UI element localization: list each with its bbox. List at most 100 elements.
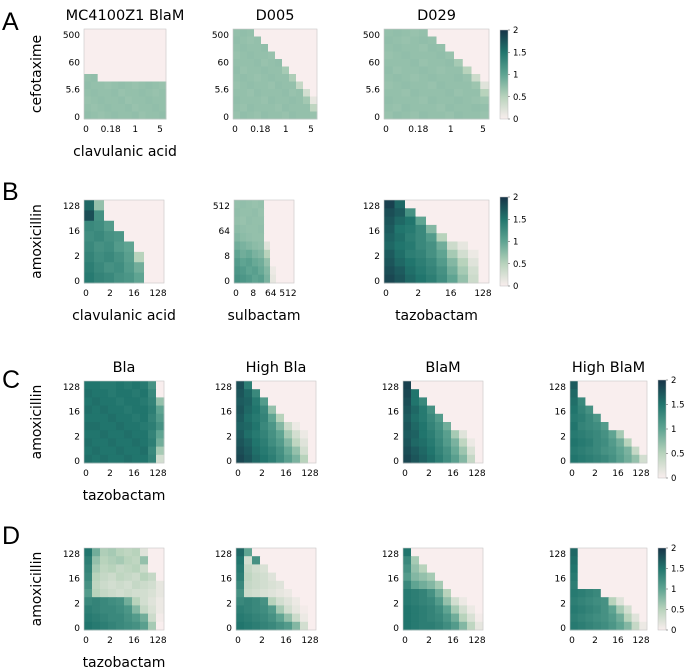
heatmap-cell: [405, 233, 416, 242]
heatmap-cell: [100, 597, 109, 606]
x-tick-label: 16: [447, 636, 459, 646]
heatmap-cell: [415, 249, 427, 259]
heatmap-cell: [152, 44, 160, 52]
heatmap-cell: [403, 397, 412, 406]
heatmap-cell: [292, 446, 301, 456]
heatmap-cell: [124, 430, 133, 439]
heatmap-cell: [600, 621, 609, 631]
x-tick-label: 512: [279, 289, 296, 299]
heatmap-cell: [384, 66, 394, 75]
heatmap-cell: [419, 556, 428, 565]
heatmap-cell: [92, 564, 101, 573]
heatmap-cell: [276, 605, 285, 614]
heatmap-cell: [593, 605, 602, 614]
heatmap-cell: [631, 613, 640, 623]
heatmap-cell: [134, 210, 145, 222]
heatmap-cell: [608, 572, 617, 582]
heatmap-cell: [459, 389, 468, 398]
heatmap-cell: [436, 104, 446, 112]
heatmap-cell: [84, 397, 93, 406]
heatmap-cell: [276, 580, 285, 590]
heatmap-cell: [252, 233, 259, 242]
heatmap-cell: [104, 272, 115, 284]
heatmap-cell: [276, 233, 283, 242]
heatmap-cell: [436, 258, 448, 267]
heatmap-cell: [292, 597, 301, 606]
heatmap-cell: [260, 430, 269, 439]
heatmap-cell: [447, 241, 458, 251]
heatmap-cell: [270, 241, 277, 251]
heatmap-cell: [84, 29, 92, 37]
heatmap-cell: [284, 556, 293, 565]
heatmap-cell: [457, 274, 469, 284]
heatmap-cell: [478, 216, 490, 226]
y-tick-label: 2: [74, 252, 80, 262]
heatmap-cell: [140, 397, 149, 406]
heatmap-cell: [300, 430, 309, 439]
heatmap-cell: [240, 241, 247, 251]
heatmap-cell: [445, 59, 455, 67]
x-tick-label: 0: [235, 469, 241, 479]
heatmap-cell: [276, 241, 283, 251]
heatmap-cell: [118, 89, 126, 97]
heatmap-cell: [443, 422, 452, 431]
heatmap-cell: [276, 397, 285, 406]
heatmap-cell: [608, 589, 617, 598]
heatmap-cell: [623, 621, 632, 631]
heatmap-cell: [593, 454, 602, 464]
plot-frame: [83, 547, 165, 631]
heatmap-cell: [593, 589, 602, 598]
heatmap-cell: [600, 564, 609, 573]
y-tick-label: 0: [374, 277, 380, 287]
heatmap-cell: [401, 44, 411, 52]
heatmap-cell: [608, 621, 617, 631]
heatmap-cell: [114, 262, 125, 274]
heatmap-cell: [268, 564, 277, 573]
heatmap-cell: [623, 589, 632, 598]
heatmap-cell: [436, 36, 446, 45]
heatmap-cell: [403, 454, 412, 464]
heatmap-cell: [443, 572, 452, 582]
heatmap-cell: [426, 233, 437, 242]
heatmap-cell: [310, 36, 318, 45]
heatmap-cell: [308, 605, 317, 614]
y-tick-label: 64: [219, 227, 231, 237]
heatmap-cell: [258, 233, 265, 242]
heatmap-cell: [401, 59, 411, 67]
y-tick-label: 16: [69, 408, 81, 418]
heatmap-cell: [240, 44, 248, 52]
heatmap-cell: [264, 208, 271, 217]
heatmap-cell: [480, 96, 490, 105]
heatmap-cell: [436, 96, 446, 105]
heatmap-cell: [152, 66, 160, 75]
heatmap-cell: [451, 422, 460, 431]
heatmap-cell: [462, 36, 472, 45]
heatmap-cell: [247, 29, 255, 37]
heatmap-cell: [233, 66, 241, 75]
heatmap-cell: [261, 59, 269, 67]
heatmap-cell: [260, 564, 269, 573]
x-tick-label: 16: [128, 289, 140, 299]
heatmap-cell: [124, 413, 133, 423]
heatmap-cell: [310, 111, 318, 120]
heatmap-cell: [275, 66, 283, 75]
heatmap-cell: [623, 446, 632, 456]
heatmap-cell: [282, 81, 290, 90]
heatmap-cell: [260, 580, 269, 590]
heatmap-cell: [623, 397, 632, 406]
heatmap-cell: [445, 29, 455, 37]
heatmap-cell: [138, 89, 146, 97]
heatmap-cell: [92, 613, 101, 623]
heatmap-cell: [156, 389, 165, 398]
heatmap-cell: [405, 266, 416, 276]
heatmap-cell: [296, 29, 304, 37]
heatmap-cell: [252, 438, 261, 447]
heatmap-cell: [616, 438, 625, 447]
heatmap-cell: [639, 430, 648, 439]
heatmap-cell: [276, 422, 285, 431]
heatmap-cell: [570, 430, 579, 439]
y-tick-label: 2: [560, 432, 566, 442]
heatmap-cell: [608, 605, 617, 614]
heatmap-cell: [296, 36, 304, 45]
heatmap-cell: [233, 96, 241, 105]
